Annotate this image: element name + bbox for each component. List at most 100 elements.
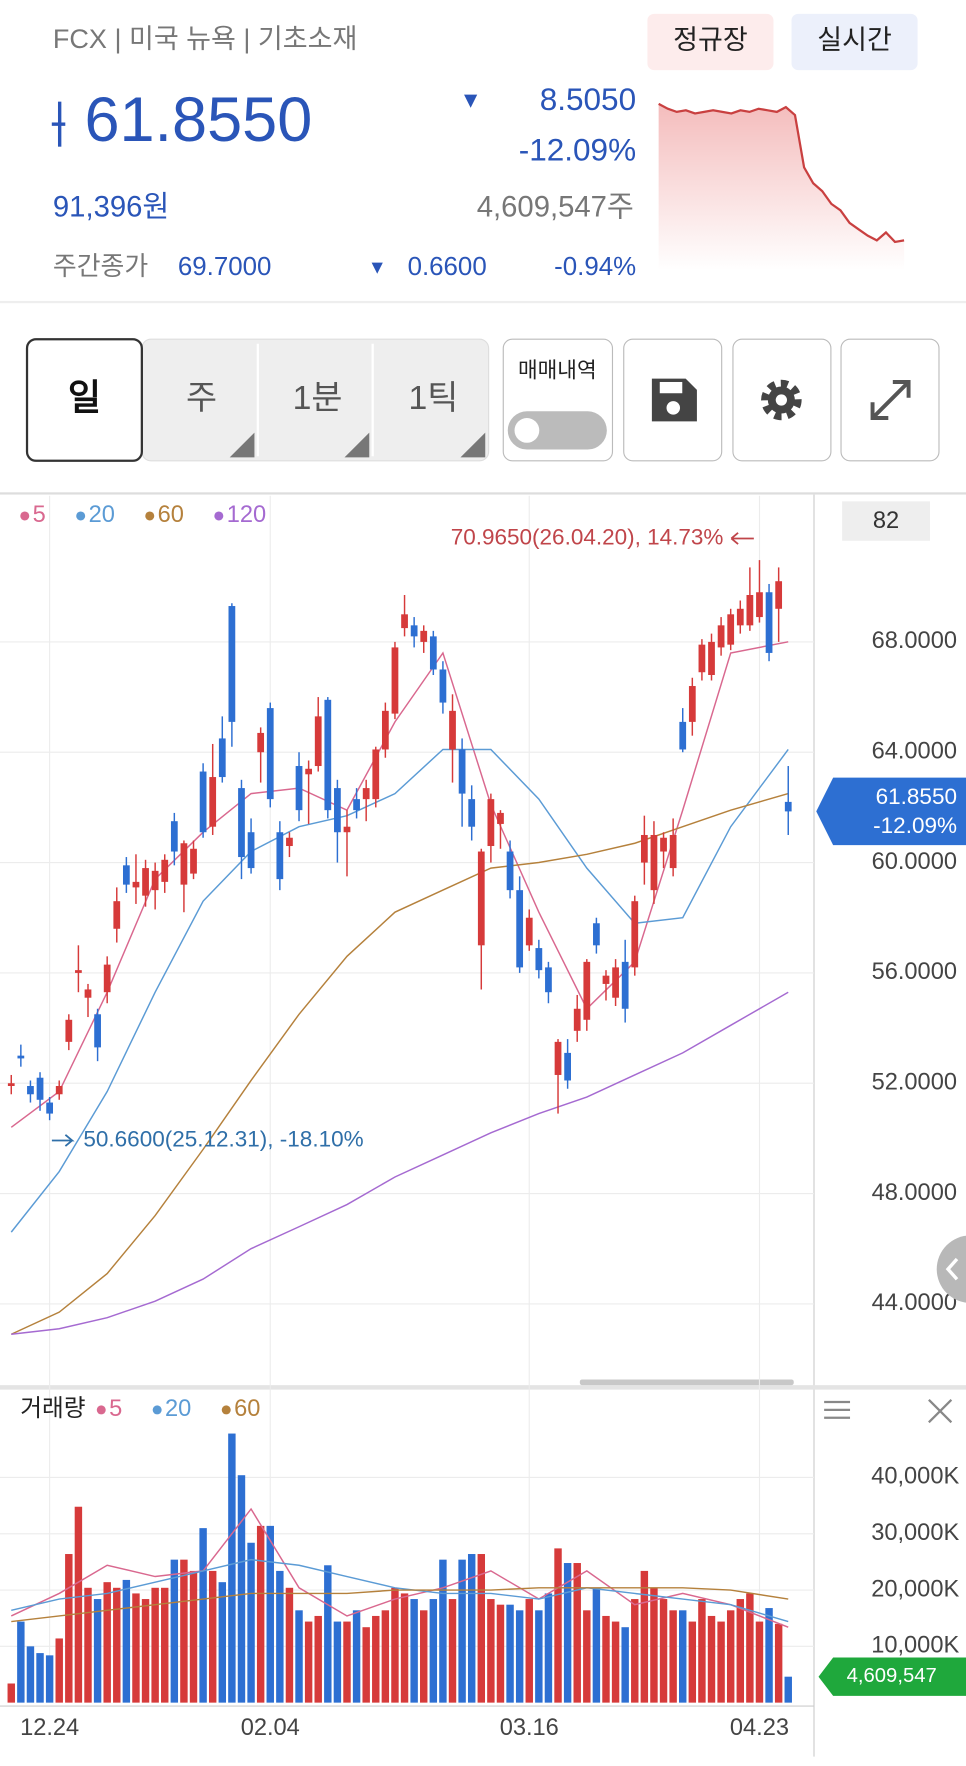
- trade-history-label[interactable]: 매매내역: [518, 359, 597, 383]
- y-tick-label: 48.0000: [872, 1180, 957, 1206]
- legend-dot: [20, 511, 30, 521]
- plot: 44.0000 48.0000 52.0000 56.0000 60.0000 64.00…: [0, 495, 966, 1741]
- symbol-line: FCX | 미국 뉴욕 | 기초소재: [53, 24, 357, 54]
- last-volume-label: 4,609,547: [847, 1665, 937, 1687]
- volume-bar: [237, 1475, 246, 1703]
- weekly-label: 주간종가: [53, 252, 148, 281]
- volume-bar: [84, 1587, 92, 1703]
- volume-bar: [621, 1627, 629, 1703]
- y-tick-label: 56.0000: [872, 959, 957, 985]
- volume-bar: [65, 1554, 73, 1703]
- y-tick-label: 10,000K: [871, 1633, 959, 1659]
- candle-body: [640, 834, 648, 863]
- tab[interactable]: 주: [186, 379, 217, 417]
- candle-body: [391, 647, 399, 714]
- candle-body: [545, 967, 552, 993]
- volume-bar: [199, 1528, 207, 1703]
- volume-bar: [218, 1582, 227, 1703]
- expand-icon: [870, 380, 911, 420]
- sparkline-line: [658, 102, 905, 244]
- volume-bar: [304, 1621, 313, 1703]
- toggle-knob: [514, 418, 540, 443]
- tab[interactable]: 1분: [293, 379, 343, 417]
- legend-label: 5: [109, 1396, 122, 1422]
- legend-label: 20: [165, 1396, 191, 1422]
- candle-body: [756, 592, 763, 618]
- volume-bar: [170, 1559, 179, 1703]
- low-annotation: 50.6600(25.12.31), -18.10%: [83, 1126, 363, 1151]
- candle-body: [525, 917, 533, 946]
- volume-bar: [74, 1506, 83, 1703]
- volume-bar: [784, 1676, 792, 1703]
- volume-bar: [554, 1548, 562, 1703]
- volume-bar: [544, 1593, 553, 1703]
- session-button[interactable]: [647, 13, 774, 71]
- candle-body: [554, 1041, 562, 1075]
- tab[interactable]: 일: [68, 377, 101, 418]
- volume-bar: [688, 1621, 697, 1703]
- candle-body: [314, 716, 322, 767]
- volume-bar: [477, 1554, 486, 1703]
- candle-body: [266, 708, 274, 800]
- change-arrow: ▼: [459, 88, 481, 113]
- side-handle[interactable]: [936, 1235, 966, 1303]
- realtime-button[interactable]: [791, 13, 918, 71]
- high-arrow: [730, 532, 754, 545]
- volume-bar: [324, 1565, 332, 1703]
- session-button-label[interactable]: 정규장: [673, 25, 748, 55]
- y-tick-label: 20,000K: [871, 1576, 959, 1602]
- legend-dot: [221, 1405, 231, 1415]
- y-tick-label: 64.0000: [872, 738, 957, 764]
- candle-body: [784, 801, 792, 812]
- candle-body: [669, 834, 677, 869]
- ma-line: [10, 1507, 789, 1628]
- candle-body: [170, 821, 178, 852]
- candle-body: [372, 749, 380, 800]
- realtime-button-label[interactable]: 실시간: [817, 25, 892, 55]
- close-icon[interactable]: [928, 1398, 953, 1424]
- volume-bar: [7, 1683, 15, 1703]
- candle-body: [218, 738, 226, 778]
- volume-bar: [755, 1621, 764, 1703]
- volume-bar: [583, 1610, 591, 1703]
- candle-body: [429, 636, 437, 670]
- volume-bar: [535, 1610, 543, 1703]
- volume-bar: [26, 1646, 35, 1703]
- y-tick-label: 60.0000: [872, 849, 957, 875]
- candle-body: [65, 1019, 73, 1042]
- volume-bar: [93, 1599, 102, 1703]
- volume-bar: [611, 1621, 620, 1703]
- legend-label: 20: [89, 502, 115, 528]
- candle-body: [621, 961, 629, 1009]
- weekly-change: 0.6600: [408, 253, 487, 281]
- legend-label: 5: [33, 502, 46, 528]
- volume-bar: [45, 1655, 54, 1703]
- volume-bar: [256, 1525, 265, 1703]
- candle-body: [324, 699, 332, 811]
- divider: [0, 300, 966, 304]
- save-icon: [651, 378, 697, 422]
- volume-bar: [391, 1587, 399, 1703]
- change: 8.5050: [540, 81, 636, 117]
- candle-body: [103, 964, 111, 993]
- volume-bar: [362, 1627, 370, 1703]
- candle-body: [84, 989, 92, 998]
- volume-bar: [563, 1563, 572, 1703]
- legend-dot: [152, 1405, 162, 1415]
- candle-body: [276, 832, 284, 880]
- candle-body: [295, 766, 303, 811]
- ma-line: [11, 1587, 789, 1623]
- legend-dot: [76, 511, 86, 521]
- candle-body: [55, 1085, 63, 1095]
- volume-bar: [161, 1587, 169, 1703]
- volume-bar: [151, 1587, 159, 1703]
- tab-selected[interactable]: [25, 338, 143, 462]
- candle-body: [746, 595, 754, 626]
- scrollbar[interactable]: [579, 1379, 794, 1386]
- tab[interactable]: 1틱: [409, 379, 459, 417]
- y-tick-label: 52.0000: [872, 1069, 957, 1095]
- pane-divider: [0, 1385, 966, 1390]
- volume-bar: [247, 1542, 255, 1703]
- side-handle-arrow: [945, 1257, 959, 1281]
- menu-icon[interactable]: [824, 1400, 851, 1419]
